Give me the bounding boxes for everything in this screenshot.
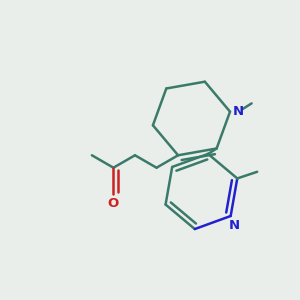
Text: N: N [229, 219, 240, 232]
Text: O: O [107, 197, 118, 210]
Text: N: N [233, 104, 244, 118]
